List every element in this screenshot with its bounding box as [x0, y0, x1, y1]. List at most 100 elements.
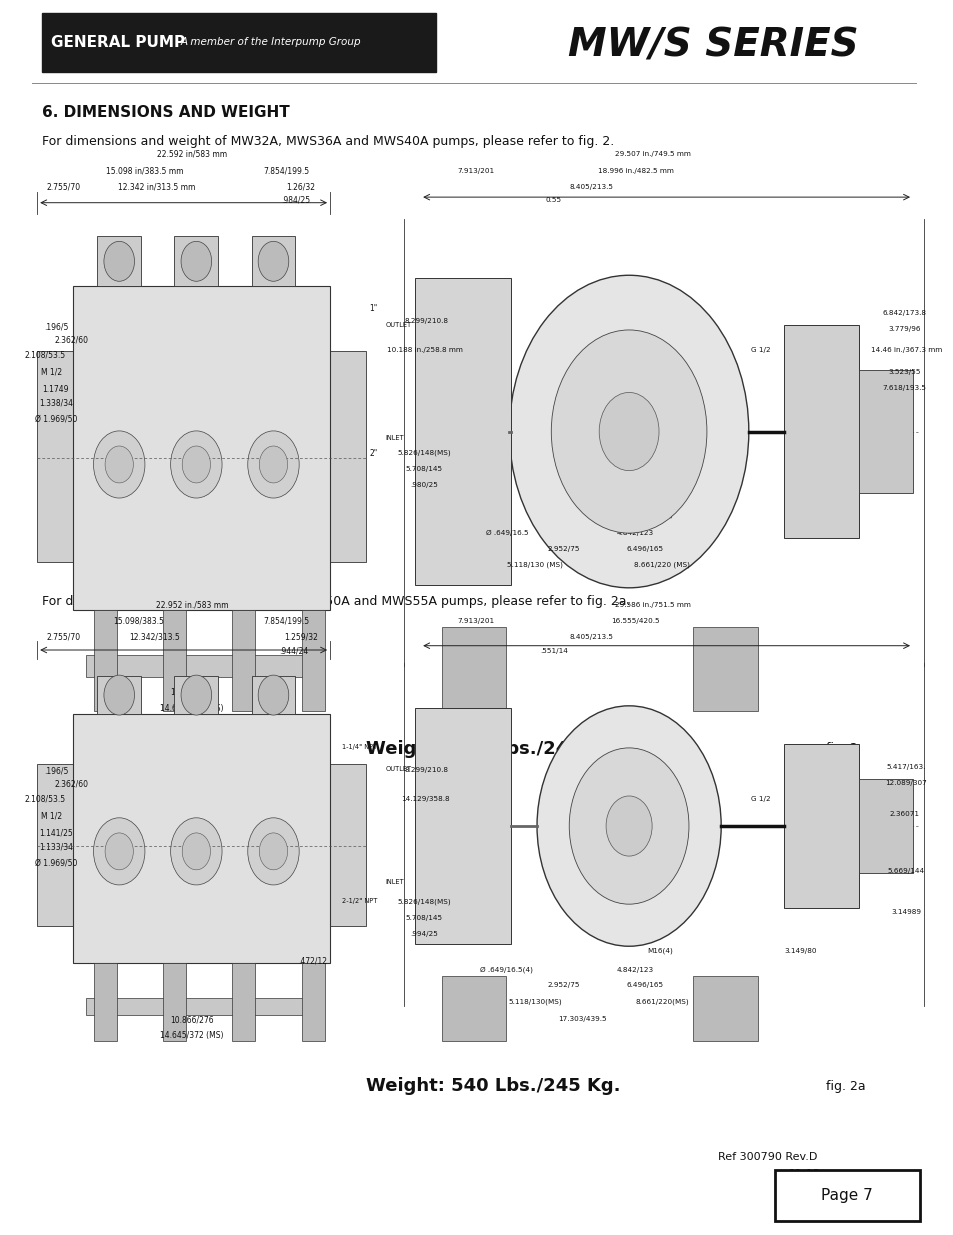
Text: 7.854/199.5: 7.854/199.5 [263, 616, 309, 626]
Text: 14.645/372 (MS): 14.645/372 (MS) [160, 1031, 224, 1040]
Text: Ø 1.969/50: Ø 1.969/50 [34, 414, 77, 424]
Text: G 1/2: G 1/2 [750, 347, 770, 353]
FancyBboxPatch shape [42, 12, 436, 72]
Circle shape [171, 818, 222, 885]
Text: 14.129/358.8: 14.129/358.8 [400, 797, 449, 802]
Circle shape [104, 676, 134, 715]
Bar [783, 326, 859, 537]
Text: 7.854/199.5: 7.854/199.5 [263, 167, 309, 175]
Text: 12.342 in/313.5 mm: 12.342 in/313.5 mm [117, 183, 194, 191]
Bar [72, 287, 330, 610]
Bar [330, 764, 365, 926]
Text: .944/24: .944/24 [278, 646, 308, 655]
Circle shape [258, 676, 289, 715]
Circle shape [93, 818, 145, 885]
Text: Page 7: Page 7 [821, 1188, 872, 1203]
Text: fig. 2: fig. 2 [825, 742, 858, 756]
Text: 10.188 in./258.8 mm: 10.188 in./258.8 mm [387, 347, 462, 353]
Circle shape [248, 818, 299, 885]
Text: 17.303/439.5: 17.303/439.5 [558, 1015, 606, 1021]
Text: 1-1/4" NPT: 1-1/4" NPT [341, 743, 376, 750]
Circle shape [598, 393, 659, 471]
Text: M 1/2: M 1/2 [41, 368, 62, 377]
Text: 22.592 in/583 mm: 22.592 in/583 mm [157, 149, 227, 158]
Bar [301, 610, 325, 710]
Text: 3.523/55: 3.523/55 [887, 369, 920, 375]
Circle shape [93, 431, 145, 498]
Text: 2.108/53.5: 2.108/53.5 [24, 351, 65, 359]
Text: 1.259/32: 1.259/32 [284, 632, 317, 642]
Text: 12.089/307: 12.089/307 [884, 781, 926, 787]
Text: A member of the Interpump Group: A member of the Interpump Group [181, 37, 361, 47]
Circle shape [509, 275, 748, 588]
Bar [93, 610, 116, 710]
Text: fig. 2a: fig. 2a [825, 1079, 865, 1093]
Text: 5.669/144: 5.669/144 [886, 868, 923, 874]
Bar [330, 351, 365, 562]
Text: OUTLET: OUTLET [385, 766, 412, 772]
Text: INLET: INLET [385, 878, 404, 884]
Bar [441, 627, 505, 710]
Text: 2.755/70: 2.755/70 [47, 632, 80, 642]
FancyBboxPatch shape [774, 1170, 920, 1221]
Bar [97, 236, 141, 287]
Text: 1": 1" [369, 304, 377, 312]
Text: Ø 1.969/50: Ø 1.969/50 [34, 858, 77, 867]
Text: 6.842/173.8: 6.842/173.8 [882, 310, 925, 316]
Bar [415, 708, 511, 944]
Text: 5.826/148(MS): 5.826/148(MS) [397, 450, 451, 457]
Text: 7.913/201: 7.913/201 [456, 168, 494, 174]
Text: 29.586 in./751.5 mm: 29.586 in./751.5 mm [614, 603, 690, 608]
Text: 6.496/165: 6.496/165 [626, 983, 663, 988]
Text: MW/S SERIES: MW/S SERIES [567, 27, 858, 65]
Text: 4.842/123: 4.842/123 [617, 530, 654, 536]
Text: M16(4): M16(4) [646, 948, 672, 955]
Bar [233, 610, 255, 710]
Bar [37, 764, 72, 926]
Bar [859, 370, 912, 493]
Circle shape [182, 832, 211, 869]
Circle shape [248, 431, 299, 498]
Text: 5.708/145: 5.708/145 [405, 466, 442, 472]
Text: GENERAL PUMP: GENERAL PUMP [51, 35, 185, 49]
Text: 14.46 in./367.3 mm: 14.46 in./367.3 mm [870, 347, 941, 353]
Circle shape [259, 446, 287, 483]
Text: 15.098 in/383.5 mm: 15.098 in/383.5 mm [106, 167, 184, 175]
Text: Weight: 540 Lbs./244 Kg.: Weight: 540 Lbs./244 Kg. [366, 740, 619, 758]
Text: 15.098/383.5: 15.098/383.5 [113, 616, 164, 626]
Bar [252, 676, 295, 714]
Text: 5.417/163.: 5.417/163. [885, 764, 925, 771]
Text: Ø .649/16.5(4): Ø .649/16.5(4) [480, 966, 533, 973]
Text: 2.362/60: 2.362/60 [54, 336, 89, 345]
Circle shape [181, 241, 212, 282]
Text: 5.118/130 (MS): 5.118/130 (MS) [507, 562, 562, 568]
Bar [97, 676, 141, 714]
Text: .472/12: .472/12 [297, 956, 327, 966]
Text: Ref 300790 Rev.D: Ref 300790 Rev.D [718, 1152, 817, 1162]
Text: 2.952/75: 2.952/75 [546, 546, 578, 552]
Text: 2.362/60: 2.362/60 [54, 779, 89, 789]
Text: G 1/2: G 1/2 [750, 797, 770, 802]
Text: .994/25: .994/25 [410, 931, 437, 937]
Text: 11-12: 11-12 [788, 1170, 820, 1179]
Circle shape [181, 676, 212, 715]
Text: 3.14989: 3.14989 [890, 909, 921, 915]
Text: 5.708/145: 5.708/145 [405, 915, 442, 921]
Text: For dimensions and weight of MW32A, MWS36A and MWS40A pumps, please refer to fig: For dimensions and weight of MW32A, MWS3… [42, 136, 614, 148]
Text: 8.661/220 (MS): 8.661/220 (MS) [634, 562, 689, 568]
Bar [93, 963, 116, 1041]
Bar [859, 779, 912, 873]
Text: .551/14: .551/14 [539, 647, 567, 653]
Text: 16.555/420.5: 16.555/420.5 [611, 619, 659, 624]
Text: 2-1/2" NPT: 2-1/2" NPT [341, 898, 376, 904]
Bar [783, 745, 859, 908]
Text: INLET: INLET [385, 435, 404, 441]
Circle shape [105, 832, 133, 869]
Circle shape [537, 706, 720, 946]
Text: 6.496/165: 6.496/165 [626, 546, 663, 552]
Text: 10.866/276: 10.866/276 [170, 688, 213, 697]
Text: 22.952 in./583 mm: 22.952 in./583 mm [155, 600, 228, 610]
Text: For dimensions and weight of MWS45A, MWS50A and MWS55A pumps, please refer to fi: For dimensions and weight of MWS45A, MWS… [42, 595, 630, 609]
Text: 7.618/193.5: 7.618/193.5 [882, 385, 925, 391]
Bar [163, 963, 186, 1041]
